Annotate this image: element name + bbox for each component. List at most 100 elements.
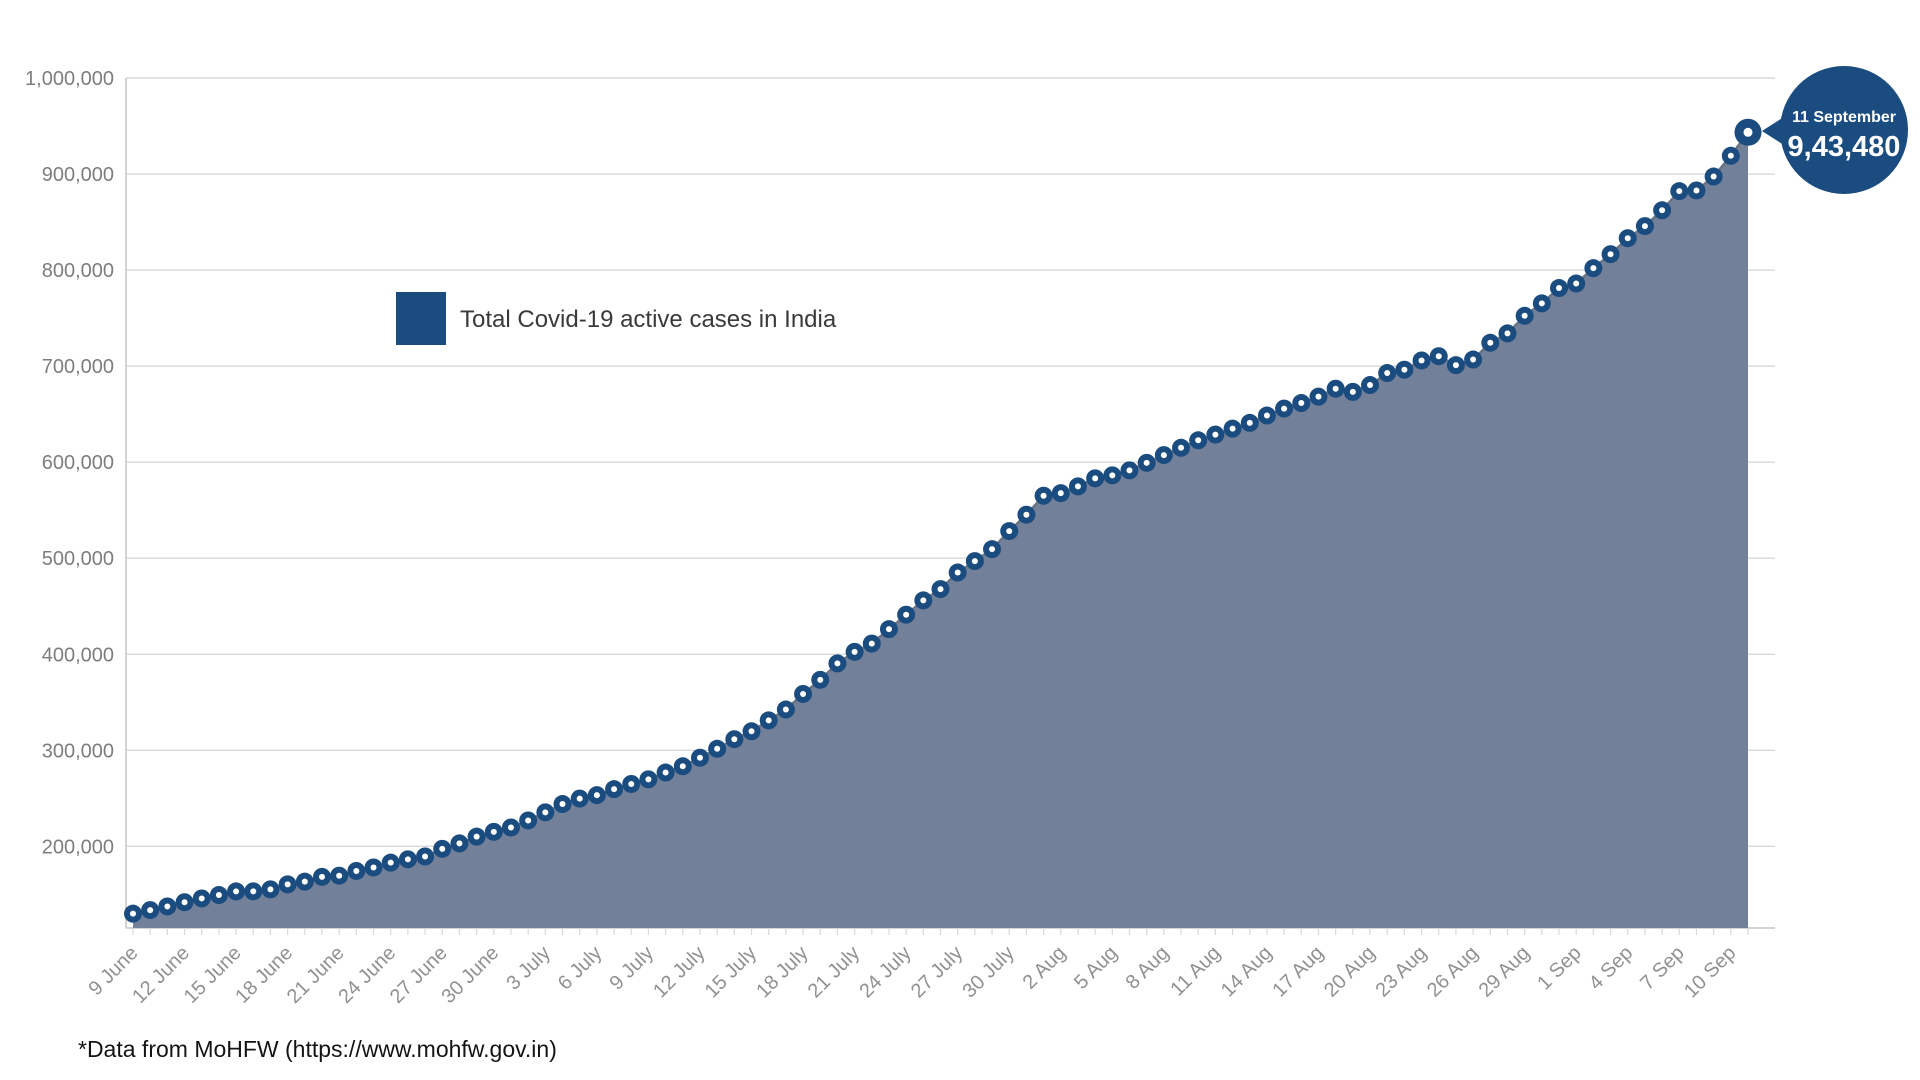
x-tick-label: 21 July <box>804 942 864 1002</box>
y-tick-label: 200,000 <box>42 836 114 858</box>
data-point-center <box>834 660 841 667</box>
data-point-center <box>1470 356 1477 363</box>
data-point-center <box>473 833 480 840</box>
data-point-center <box>1521 312 1528 319</box>
data-point-center <box>1384 370 1391 377</box>
data-point-center <box>1023 511 1030 518</box>
x-tick-label: 30 June <box>437 942 503 1008</box>
legend-swatch <box>396 292 446 345</box>
data-point-center <box>1504 330 1511 337</box>
legend: Total Covid-19 active cases in India <box>396 292 837 345</box>
y-tick-label: 900,000 <box>42 164 114 186</box>
data-point-center <box>404 856 411 863</box>
data-point-center <box>611 786 618 793</box>
data-point-center <box>1573 280 1580 287</box>
data-point-center <box>1556 285 1563 292</box>
data-point-center <box>1092 475 1099 482</box>
x-tick-label: 27 July <box>907 942 967 1002</box>
data-point-center <box>1195 437 1202 444</box>
data-point-center <box>525 817 532 824</box>
data-point-center <box>559 801 566 808</box>
data-point-center <box>215 892 222 899</box>
data-point-center <box>1263 412 1270 419</box>
data-point-center <box>301 878 308 885</box>
legend-label: Total Covid-19 active cases in India <box>460 306 837 333</box>
data-point-center <box>782 706 789 713</box>
data-point-center <box>1743 127 1753 137</box>
callout-date: 11 September <box>1792 109 1896 126</box>
data-point-center <box>387 859 394 866</box>
x-tick-label: 23 Aug <box>1371 942 1431 1002</box>
data-point-center <box>353 867 360 874</box>
data-point-center <box>1349 388 1356 395</box>
y-tick-label: 400,000 <box>42 644 114 666</box>
data-point-center <box>1109 472 1116 479</box>
data-point-center <box>1435 353 1442 360</box>
data-point-center <box>1452 362 1459 369</box>
data-point-center <box>250 888 257 895</box>
data-point-center <box>267 886 274 893</box>
data-point-center <box>748 728 755 735</box>
data-point-center <box>1676 188 1683 195</box>
x-tick-label: 24 July <box>855 942 915 1002</box>
data-point-center <box>507 824 514 831</box>
data-point-center <box>130 910 136 917</box>
data-point-center <box>714 745 721 752</box>
data-point-center <box>1332 385 1339 392</box>
data-point-center <box>800 690 807 697</box>
data-point-center <box>1040 492 1047 499</box>
data-point-center <box>1401 366 1408 373</box>
y-tick-label: 300,000 <box>42 740 114 762</box>
x-tick-label: 6 July <box>554 942 607 995</box>
data-point-center <box>937 586 944 593</box>
data-point-center <box>1367 382 1374 389</box>
data-point-center <box>456 840 463 847</box>
data-point-center <box>868 640 875 647</box>
data-point-center <box>1126 467 1133 474</box>
source-note: *Data from MoHFW (https://www.mohfw.gov.… <box>78 1036 557 1062</box>
data-point-center <box>765 717 772 724</box>
x-tick-label: 2 Aug <box>1019 942 1071 994</box>
data-point-center <box>318 873 325 880</box>
data-point-center <box>1229 425 1236 432</box>
data-point-center <box>1418 357 1425 364</box>
x-tick-label: 12 July <box>649 942 709 1002</box>
data-point-center <box>336 872 343 879</box>
data-point-center <box>439 845 446 852</box>
data-point-center <box>1315 393 1322 400</box>
data-point-center <box>181 899 188 906</box>
data-point-center <box>628 780 635 787</box>
data-point-center <box>284 881 291 888</box>
data-point-center <box>1246 419 1253 426</box>
gridlines-layer: 200,000 300,000 400,000 500,000 600,000 700,0… <box>25 68 1775 858</box>
area-fill <box>133 132 1748 929</box>
data-point-center <box>1178 444 1185 451</box>
data-point-center <box>920 597 927 604</box>
y-tick-label: 500,000 <box>42 548 114 570</box>
x-tick-label: 3 July <box>502 942 555 995</box>
data-point-center <box>490 828 497 835</box>
x-tick-label: 29 Aug <box>1475 942 1535 1002</box>
data-point-center <box>1624 235 1631 242</box>
data-point-center <box>233 888 240 895</box>
data-point-center <box>1538 300 1545 307</box>
data-point-center <box>1212 431 1219 438</box>
x-tick-label: 14 Aug <box>1217 942 1277 1002</box>
data-point-center <box>731 736 738 743</box>
y-tick-label: 600,000 <box>42 452 114 474</box>
data-point-center <box>885 626 892 633</box>
annotation-callout: 11 September 9,43,480 <box>1762 66 1908 194</box>
data-point-center <box>954 569 961 576</box>
data-point-center <box>1281 405 1288 412</box>
x-tick-label: 8 Aug <box>1122 942 1174 994</box>
x-tick-label: 1 Sep <box>1533 942 1586 995</box>
data-point-center <box>1607 251 1614 258</box>
x-tick-label: 30 July <box>958 942 1018 1002</box>
data-point-center <box>147 907 154 914</box>
x-tick-label: 17 Aug <box>1268 942 1328 1002</box>
data-point-center <box>1074 483 1081 490</box>
data-point-center <box>164 903 171 910</box>
